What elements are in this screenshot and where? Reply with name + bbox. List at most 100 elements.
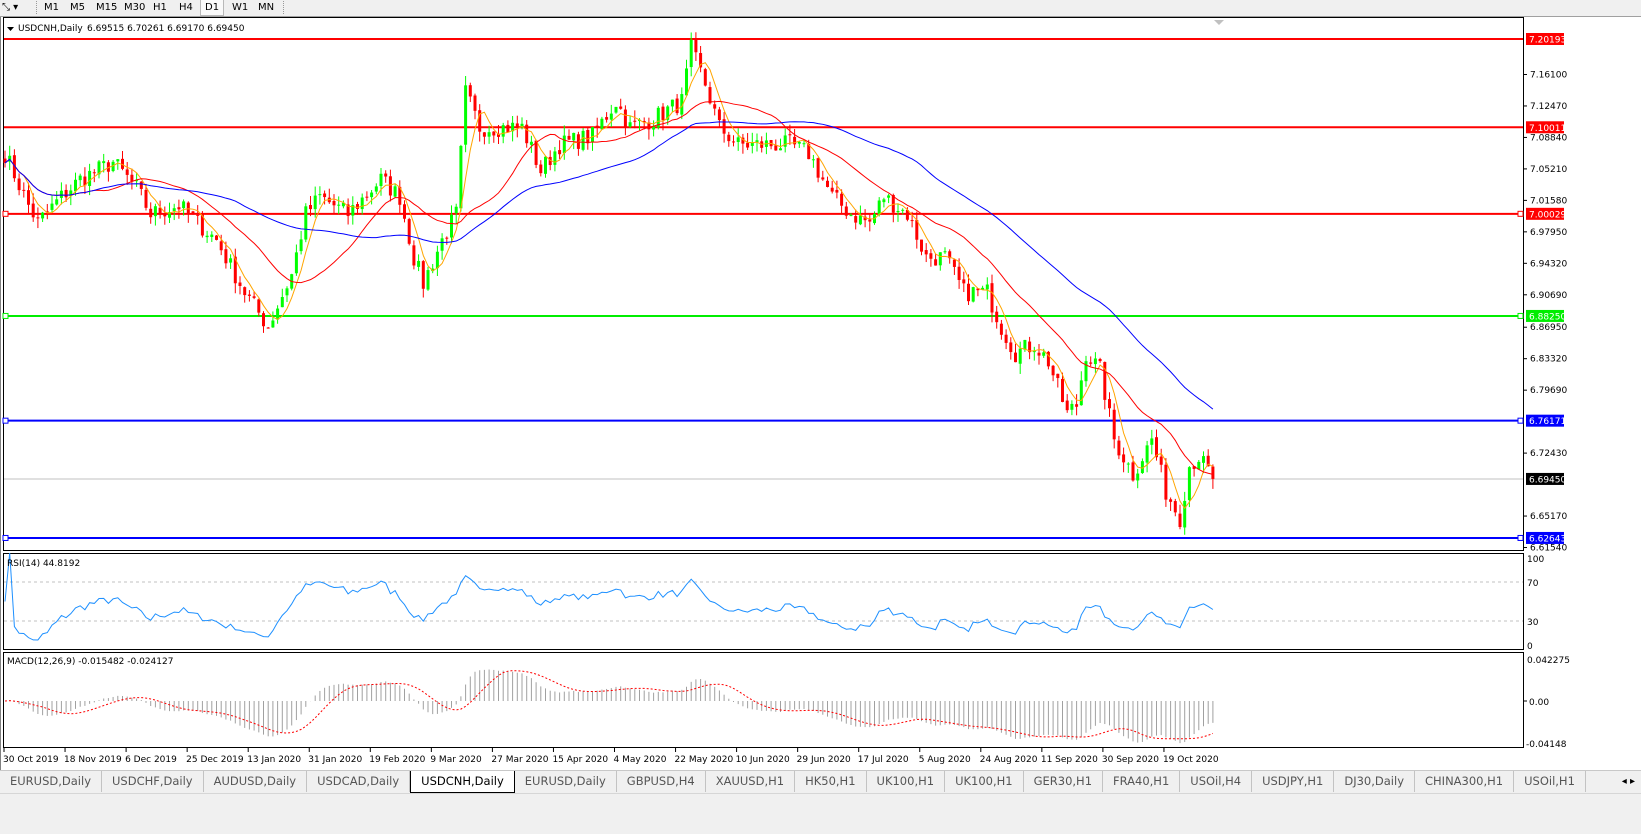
current-price-label: 6.69450	[1529, 475, 1566, 485]
candle-body	[247, 294, 251, 296]
timeframe-toolbar: ⤡ ▾ M1 M5 M15 M30 H1 H4 D1 W1 MN	[0, 0, 1641, 17]
candle-body	[111, 161, 115, 172]
time-label: 30 Sep 2020	[1102, 755, 1159, 765]
candle-body	[1136, 473, 1140, 481]
timeframe-mn[interactable]: MN	[258, 2, 275, 13]
rsi-tick-0: 0	[1527, 642, 1533, 652]
time-label: 19 Oct 2020	[1163, 755, 1219, 765]
chart-tab[interactable]: EURUSD,Daily	[515, 771, 617, 792]
candle-body	[78, 175, 82, 181]
chart-tab[interactable]: USDJPY,H1	[1252, 771, 1335, 792]
candle-body	[529, 141, 533, 145]
candle-body	[130, 174, 134, 182]
candle-body	[215, 235, 218, 240]
cursor-select-icon[interactable]: ⤡ ▾	[2, 2, 19, 13]
time-label: 29 Jun 2020	[797, 755, 851, 765]
candle-body	[558, 150, 562, 155]
candle-body	[64, 189, 68, 198]
candle-body	[1126, 463, 1130, 465]
candle-body	[675, 98, 679, 114]
candle-body	[511, 122, 515, 132]
time-label: 25 Dec 2019	[186, 755, 244, 765]
candle-body	[229, 258, 233, 263]
price-tick-label: 6.83320	[1530, 355, 1567, 365]
candle-body	[703, 69, 707, 86]
candle-body	[896, 210, 900, 213]
candle-body	[501, 125, 505, 137]
timeframe-m1[interactable]: M1	[44, 2, 59, 13]
candle-body	[266, 327, 270, 329]
candle-body	[506, 124, 510, 133]
toolbar-separator	[36, 1, 37, 14]
price-tick-label: 6.97950	[1530, 228, 1567, 238]
candle-body	[27, 190, 30, 205]
level-price-label: 6.88250	[1529, 312, 1566, 322]
chart-tab[interactable]: USDCAD,Daily	[307, 771, 411, 792]
chart-window[interactable]: 30 Oct 2019 18 Nov 2019 6 Dec 2019 25 Dec 2…	[0, 0, 1641, 770]
chart-tab[interactable]: UK100,H1	[945, 771, 1024, 792]
candle-body	[1009, 342, 1013, 353]
tab-scroll-arrows-icon[interactable]: ◂ ▸	[1621, 776, 1635, 787]
chart-tab[interactable]: EURUSD,Daily	[0, 771, 102, 792]
chart-tab[interactable]: USOil,H4	[1180, 771, 1253, 792]
chart-tab[interactable]: XAUUSD,H1	[706, 771, 796, 792]
candle-body	[1187, 467, 1191, 501]
candle-body	[41, 212, 45, 219]
timeframe-m15[interactable]: M15	[96, 2, 118, 13]
candle-body	[614, 106, 618, 113]
level-handle-icon	[1517, 210, 1524, 217]
candle-body	[830, 187, 834, 192]
candle-body	[1037, 352, 1041, 356]
rsi-tick-30: 30	[1527, 618, 1539, 628]
candle-body	[351, 205, 355, 216]
chart-tab[interactable]: CHINA300,H1	[1415, 771, 1515, 792]
timeframe-h4[interactable]: H4	[179, 2, 193, 13]
candle-body	[750, 142, 754, 146]
rsi-tick-70: 70	[1527, 579, 1539, 589]
timeframe-d1[interactable]: D1	[200, 0, 225, 16]
candle-body	[948, 251, 952, 259]
current-price-tag	[1526, 472, 1564, 485]
candle-body	[417, 260, 421, 267]
candle-body	[534, 140, 538, 165]
chart-tab[interactable]: DJ30,Daily	[1334, 771, 1415, 792]
candle-body	[158, 207, 162, 215]
candle-body	[384, 173, 388, 177]
chart-tab[interactable]: AUDUSD,Daily	[204, 771, 308, 792]
candle-body	[121, 158, 124, 169]
timeframe-m30[interactable]: M30	[124, 2, 146, 13]
candle-body	[224, 249, 228, 264]
candle-body	[116, 159, 120, 162]
chart-shift-marker-icon[interactable]	[1214, 20, 1224, 25]
time-label: 18 Nov 2019	[64, 755, 122, 765]
chart-tab[interactable]: UK100,H1	[867, 771, 946, 792]
candle-body	[807, 143, 811, 160]
time-label: 22 May 2020	[675, 755, 734, 765]
candle-body	[562, 135, 566, 154]
candle-body	[445, 237, 449, 239]
chart-tab[interactable]: USDCNH,Daily	[410, 771, 515, 793]
chart-tab[interactable]: GBPUSD,H4	[617, 771, 706, 792]
chart-tab[interactable]: GER30,H1	[1024, 771, 1104, 792]
candle-body	[3, 158, 7, 163]
candle-body	[31, 203, 35, 218]
timeframe-h1[interactable]: H1	[153, 2, 167, 13]
macd-tick-max: 0.042275	[1527, 656, 1570, 666]
time-label: 9 Mar 2020	[430, 755, 482, 765]
chart-tab[interactable]: USOil,H1	[1514, 771, 1586, 792]
candle-body	[515, 123, 519, 128]
candle-body	[995, 311, 999, 323]
chart-tab[interactable]: FRA40,H1	[1103, 771, 1181, 792]
chart-tab[interactable]: USDCHF,Daily	[102, 771, 204, 792]
rsi-label: RSI(14) 44.8192	[7, 559, 80, 569]
candle-body	[1173, 501, 1177, 513]
chart-tab[interactable]: HK50,H1	[795, 771, 867, 792]
candle-body	[412, 245, 416, 266]
timeframe-m5[interactable]: M5	[70, 2, 85, 13]
collapse-triangle-icon[interactable]	[7, 27, 14, 31]
candle-body	[623, 109, 627, 128]
candle-body	[168, 212, 171, 218]
candle-body	[233, 256, 237, 284]
timeframe-w1[interactable]: W1	[232, 2, 249, 13]
candle-body	[182, 201, 186, 209]
